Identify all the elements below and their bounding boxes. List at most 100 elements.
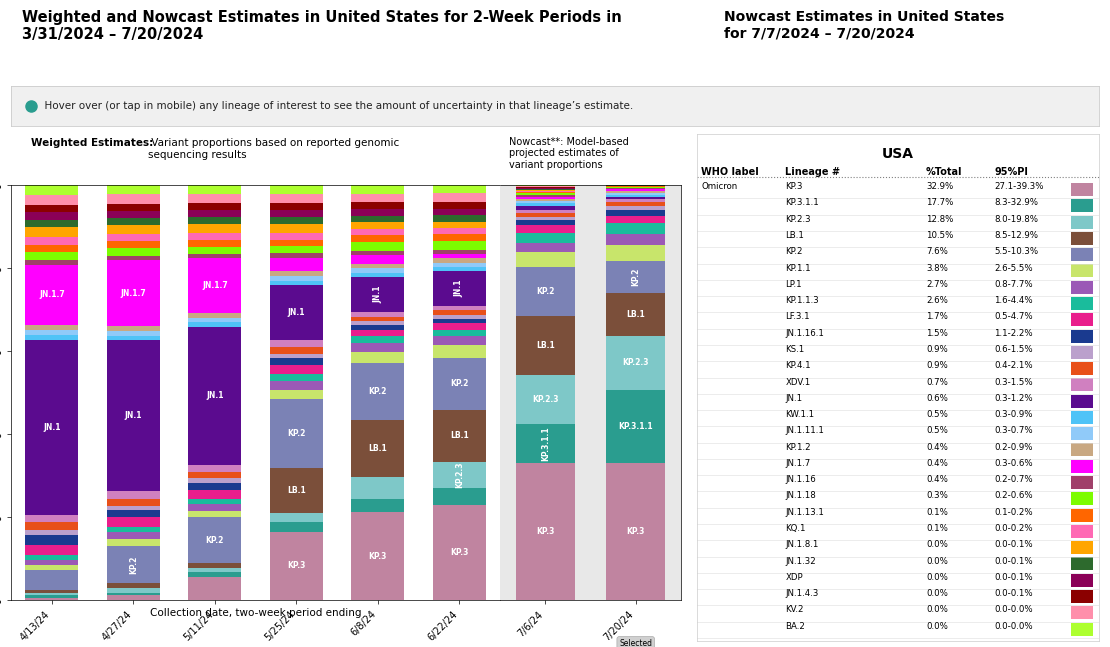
Bar bbox=[433, 241, 486, 250]
Text: Collection date, two-week period ending: Collection date, two-week period ending bbox=[150, 608, 362, 618]
Bar bbox=[352, 343, 404, 352]
Text: JN.1: JN.1 bbox=[287, 308, 305, 317]
Bar bbox=[352, 499, 404, 512]
Bar bbox=[107, 584, 160, 588]
Text: LB.1: LB.1 bbox=[536, 341, 555, 350]
FancyBboxPatch shape bbox=[1071, 460, 1093, 473]
Text: LB.1: LB.1 bbox=[626, 310, 645, 319]
Text: 0.1%: 0.1% bbox=[926, 508, 948, 517]
Text: LB.1: LB.1 bbox=[450, 431, 468, 440]
Bar bbox=[516, 225, 575, 233]
Text: KS.1: KS.1 bbox=[786, 345, 805, 354]
Text: JN.1.11.1: JN.1.11.1 bbox=[786, 426, 825, 435]
Text: KQ.1: KQ.1 bbox=[786, 524, 806, 533]
Text: 8.5-12.9%: 8.5-12.9% bbox=[995, 231, 1039, 240]
Bar bbox=[189, 518, 241, 564]
Bar bbox=[189, 510, 241, 518]
Bar bbox=[189, 568, 241, 573]
Bar bbox=[433, 228, 486, 234]
Bar bbox=[107, 260, 160, 326]
Bar bbox=[433, 221, 486, 228]
Bar bbox=[433, 461, 486, 488]
Bar bbox=[352, 236, 404, 242]
Bar bbox=[26, 227, 79, 237]
Text: 0.0-0.0%: 0.0-0.0% bbox=[995, 622, 1033, 631]
FancyBboxPatch shape bbox=[1071, 395, 1093, 408]
FancyBboxPatch shape bbox=[1071, 492, 1093, 505]
Bar bbox=[606, 197, 665, 199]
Bar bbox=[516, 191, 575, 192]
Bar bbox=[516, 192, 575, 193]
Text: KP.1.1.3: KP.1.1.3 bbox=[786, 296, 819, 305]
Bar bbox=[270, 522, 323, 532]
Bar bbox=[107, 331, 160, 336]
Text: Weighted Estimates:: Weighted Estimates: bbox=[31, 138, 153, 148]
Text: KP.3: KP.3 bbox=[451, 548, 468, 557]
Bar bbox=[107, 211, 160, 218]
FancyBboxPatch shape bbox=[1071, 281, 1093, 294]
Bar bbox=[516, 210, 575, 213]
Text: Nowcast Estimates in United States
for 7/7/2024 – 7/20/2024: Nowcast Estimates in United States for 7… bbox=[724, 10, 1003, 40]
Text: Omicron: Omicron bbox=[702, 182, 737, 192]
Text: 0.0-0.2%: 0.0-0.2% bbox=[995, 524, 1033, 533]
Bar bbox=[189, 194, 241, 203]
Text: JN.1.16: JN.1.16 bbox=[786, 475, 816, 484]
Text: 0.0-0.1%: 0.0-0.1% bbox=[995, 589, 1033, 598]
Bar bbox=[189, 483, 241, 490]
Text: 0.4-2.1%: 0.4-2.1% bbox=[995, 361, 1033, 370]
FancyBboxPatch shape bbox=[1071, 427, 1093, 440]
Text: KP.3.1.1: KP.3.1.1 bbox=[786, 199, 819, 208]
FancyBboxPatch shape bbox=[1071, 378, 1093, 391]
Bar bbox=[26, 330, 79, 335]
Bar bbox=[189, 573, 241, 577]
Bar bbox=[107, 506, 160, 510]
Text: KP.3: KP.3 bbox=[536, 527, 555, 536]
Bar bbox=[270, 223, 323, 233]
FancyBboxPatch shape bbox=[1071, 443, 1093, 457]
Bar bbox=[516, 252, 575, 267]
Bar bbox=[352, 316, 404, 321]
Bar bbox=[26, 545, 79, 555]
FancyBboxPatch shape bbox=[1071, 183, 1093, 196]
Text: JN.1: JN.1 bbox=[206, 391, 223, 400]
Text: KP.3: KP.3 bbox=[287, 562, 305, 570]
Bar bbox=[352, 321, 404, 325]
FancyBboxPatch shape bbox=[1071, 509, 1093, 521]
Bar bbox=[270, 340, 323, 347]
Bar bbox=[516, 221, 575, 225]
FancyBboxPatch shape bbox=[1071, 590, 1093, 603]
Text: 2.7%: 2.7% bbox=[926, 280, 948, 289]
Bar bbox=[606, 206, 665, 210]
Bar bbox=[26, 570, 79, 590]
Bar bbox=[189, 240, 241, 247]
Bar bbox=[26, 593, 79, 595]
Bar bbox=[352, 330, 404, 336]
Bar bbox=[189, 203, 241, 210]
Text: 17.7%: 17.7% bbox=[926, 199, 953, 208]
Text: 0.3-1.2%: 0.3-1.2% bbox=[995, 394, 1033, 403]
Bar bbox=[516, 243, 575, 252]
FancyBboxPatch shape bbox=[1071, 248, 1093, 261]
Bar bbox=[189, 322, 241, 327]
Text: KP.2: KP.2 bbox=[536, 287, 555, 296]
Bar bbox=[270, 210, 323, 217]
Bar bbox=[107, 218, 160, 225]
Text: KP.2.3: KP.2.3 bbox=[532, 395, 558, 404]
Bar bbox=[107, 595, 160, 600]
Bar bbox=[352, 420, 404, 477]
Text: JN.1.8.1: JN.1.8.1 bbox=[786, 540, 819, 549]
Bar bbox=[270, 272, 323, 276]
Bar bbox=[26, 212, 79, 220]
Bar bbox=[606, 186, 665, 188]
Bar bbox=[189, 258, 241, 313]
Bar bbox=[433, 215, 486, 221]
Text: 0.0%: 0.0% bbox=[926, 622, 948, 631]
Bar bbox=[516, 199, 575, 201]
Text: JN.1.18: JN.1.18 bbox=[786, 492, 816, 501]
Text: 0.1%: 0.1% bbox=[926, 524, 948, 533]
Bar bbox=[352, 277, 404, 313]
Text: KV.2: KV.2 bbox=[786, 606, 804, 615]
Text: KW.1.1: KW.1.1 bbox=[786, 410, 815, 419]
Bar bbox=[270, 247, 323, 253]
Text: 0.0%: 0.0% bbox=[926, 589, 948, 598]
